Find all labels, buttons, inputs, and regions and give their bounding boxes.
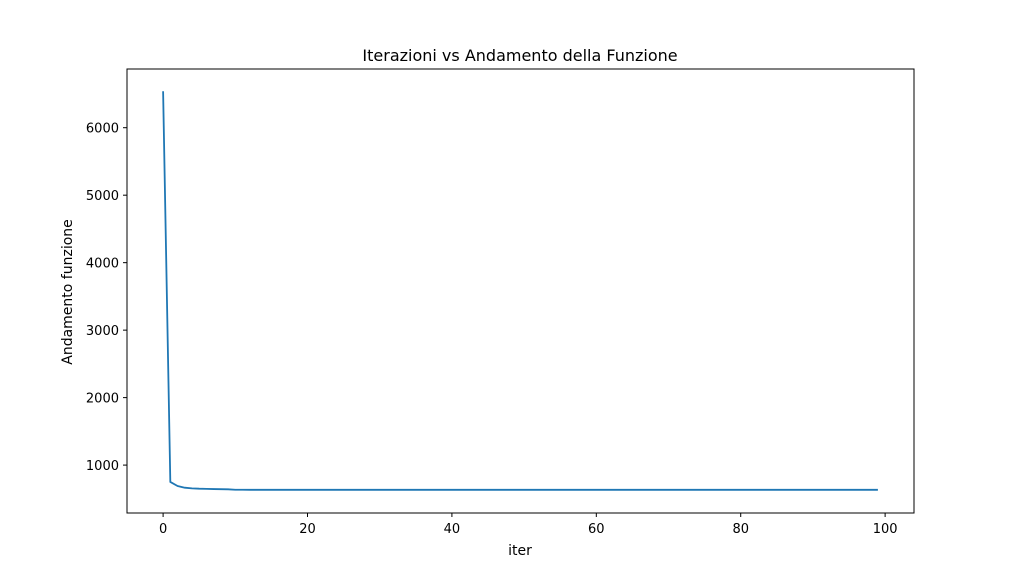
- x-axis-ticks: 0 20 40 60 80 100: [159, 513, 898, 537]
- plot-area: [162, 91, 878, 491]
- y-tick-label: 6000: [86, 122, 119, 137]
- x-tick-label: 100: [873, 522, 898, 537]
- x-tick-label: 60: [588, 522, 605, 537]
- x-tick-label: 0: [159, 522, 167, 537]
- y-tick-label: 2000: [86, 392, 119, 407]
- x-axis-label: iter: [508, 543, 532, 559]
- y-tick-label: 3000: [86, 324, 119, 339]
- y-tick-label: 5000: [86, 189, 119, 204]
- y-tick-label: 4000: [86, 257, 119, 272]
- y-axis-label: Andamento funzione: [60, 219, 76, 365]
- x-tick-label: 40: [444, 522, 461, 537]
- y-tick-label: 1000: [86, 459, 119, 474]
- chart-title: Iterazioni vs Andamento della Funzione: [362, 46, 677, 65]
- axes-frame: [126, 68, 915, 514]
- y-axis-ticks: 1000 2000 3000 4000 5000 6000: [86, 122, 127, 474]
- series-line: [162, 91, 878, 491]
- x-tick-label: 20: [299, 522, 316, 537]
- x-tick-label: 80: [732, 522, 749, 537]
